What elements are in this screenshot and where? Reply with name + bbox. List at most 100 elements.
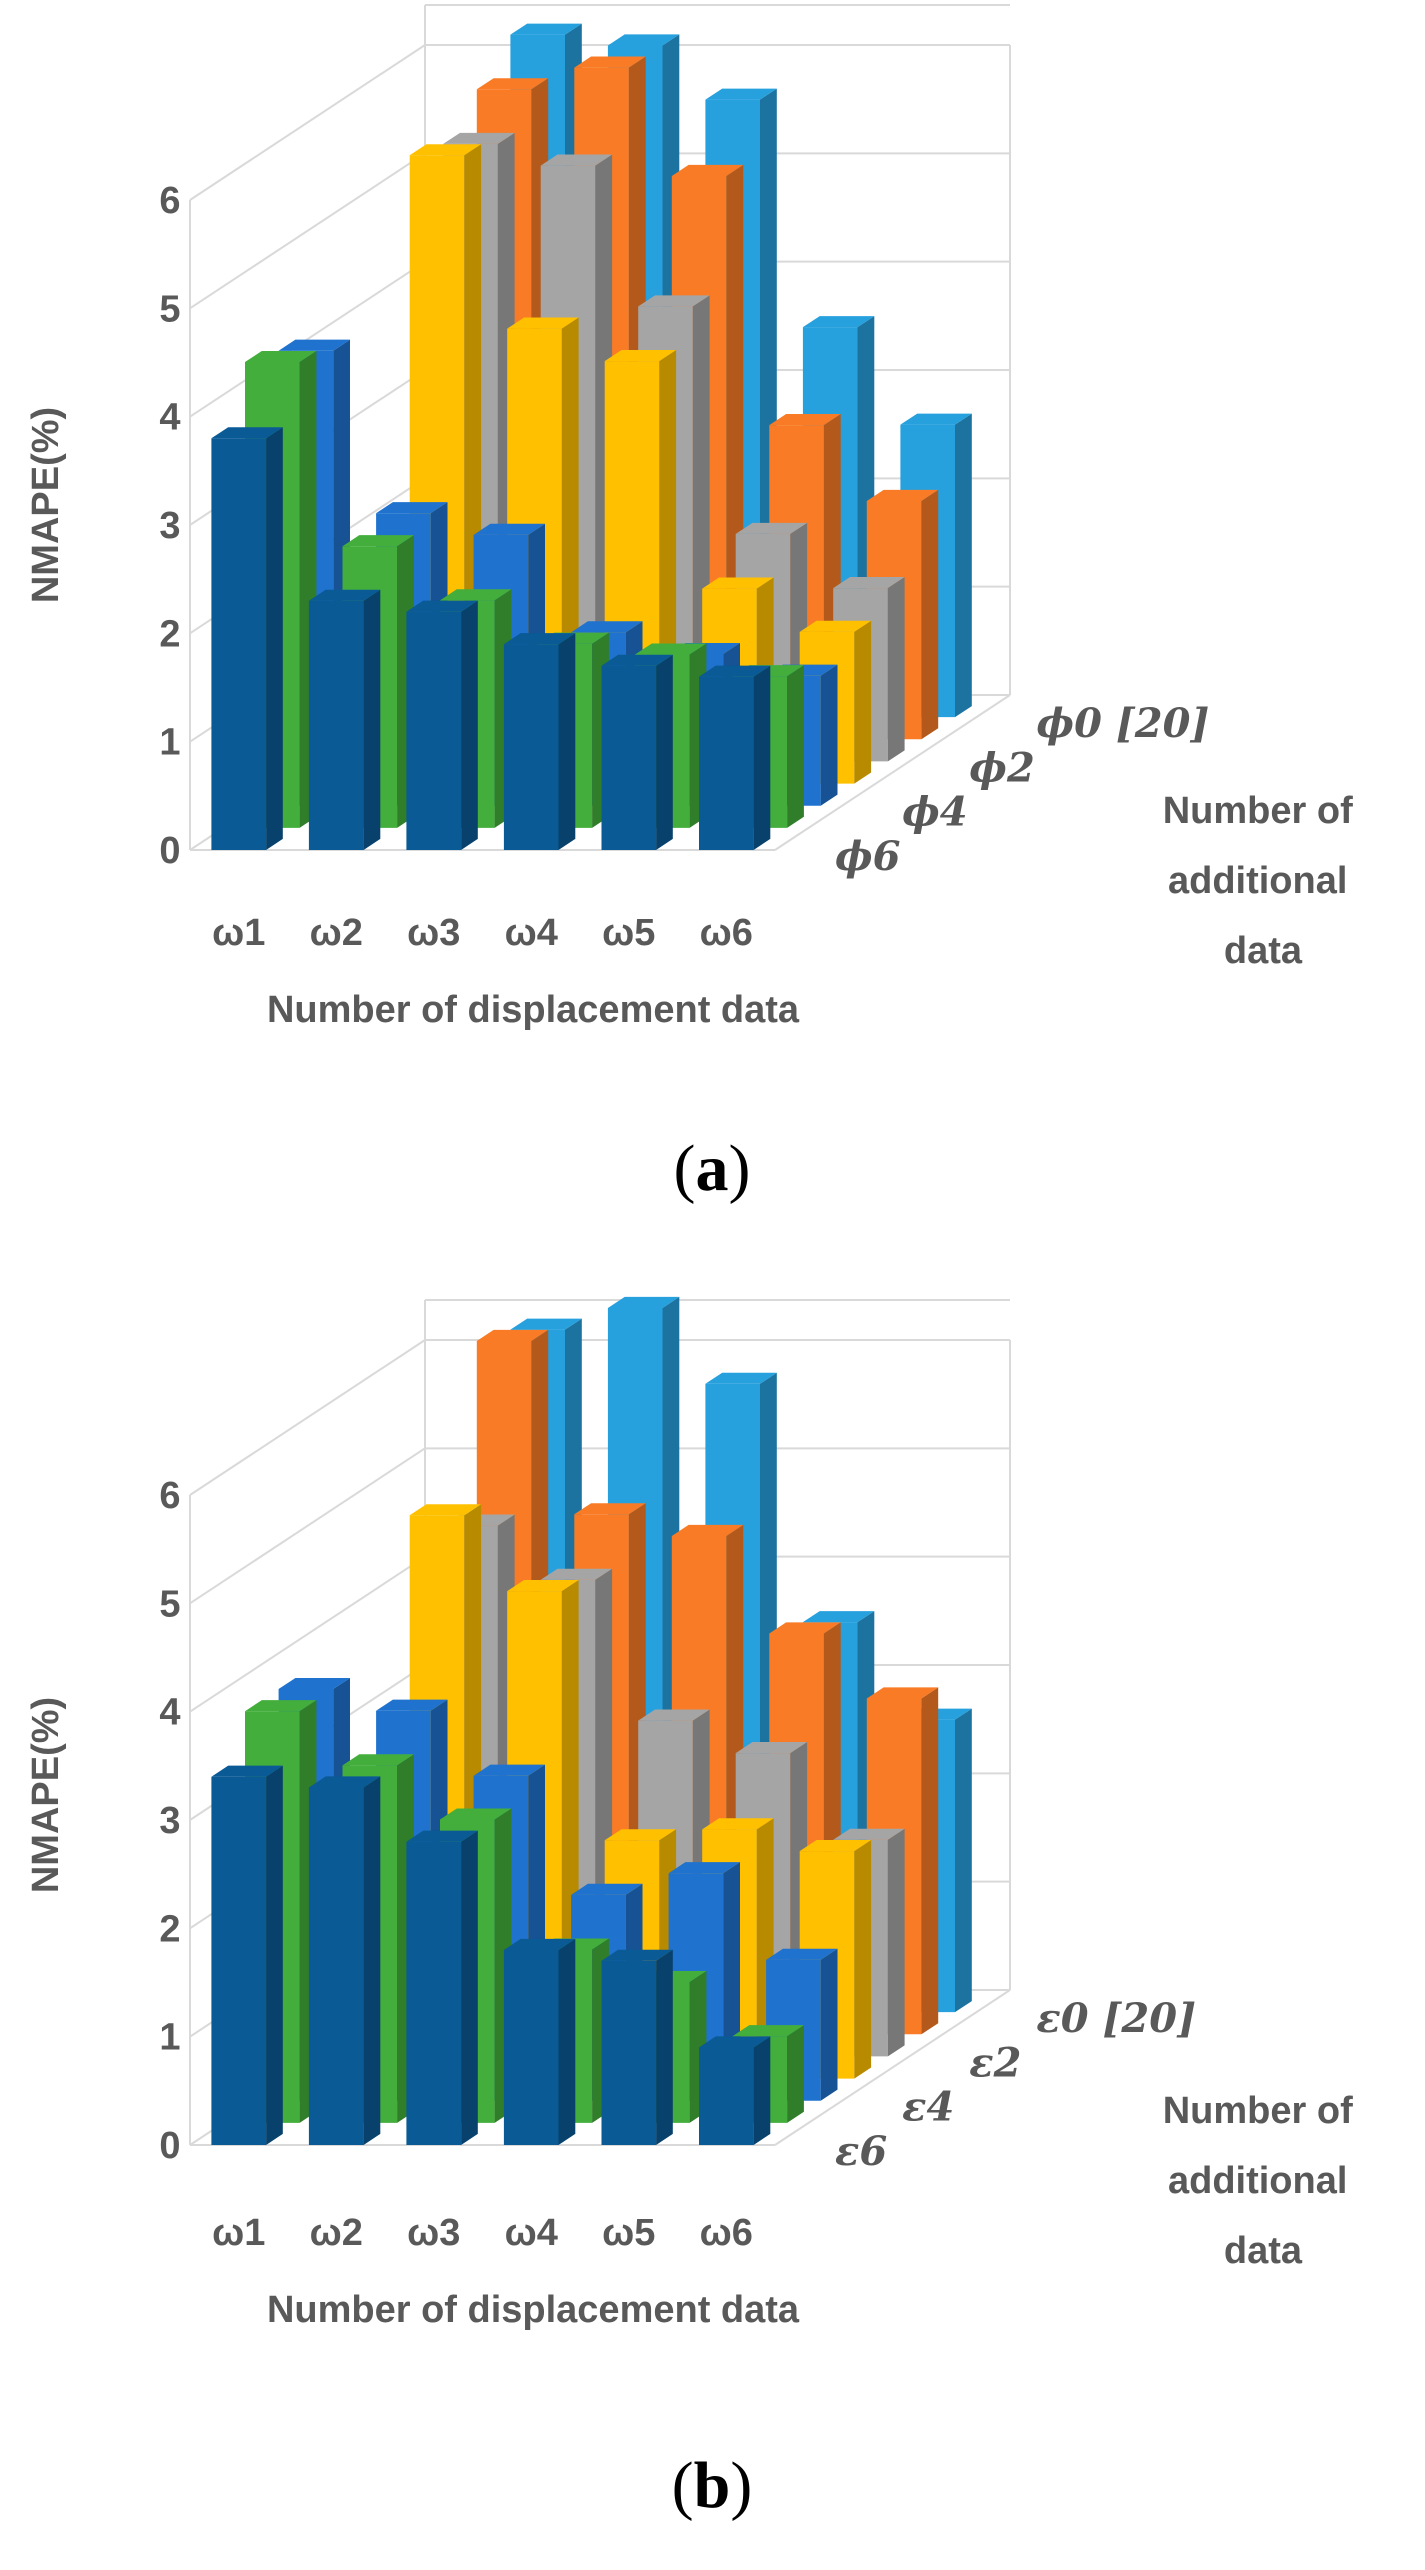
bar-top-face (473, 523, 545, 535)
bar-top-face (705, 88, 777, 100)
bar-top-face (211, 1765, 283, 1777)
chart-b-xtick-ω2: ω2 (310, 2212, 363, 2254)
chart-a-floor-right (774, 694, 1011, 851)
chart-a-xtick-ω5: ω5 (602, 912, 655, 954)
bar-side-face (753, 665, 771, 850)
chart-a-ytick-6: 6 (159, 180, 180, 222)
chart-a-bar-ϕ6-ω6 (699, 665, 771, 850)
chart-b-ytick-4: 4 (159, 1692, 180, 1734)
bar-top-face (440, 589, 512, 601)
bar-top-face (278, 1678, 350, 1689)
bar-side-face (656, 654, 673, 850)
bar-top-face (732, 2025, 804, 2037)
bar-top-face (702, 577, 774, 589)
bar-side-face (787, 665, 804, 828)
bar-top-face (833, 1828, 905, 1840)
bar-top-face (671, 1524, 744, 1536)
chart-b-xtick-ω6: ω6 (700, 2212, 753, 2254)
chart-b-floor-right (774, 1989, 1011, 2146)
bar-top-face (766, 1948, 838, 1960)
chart-b-bars (211, 1296, 972, 2145)
chart-a-ytick-5: 5 (159, 288, 180, 330)
chart-a-depth-label-6: ϕ6 (835, 833, 901, 880)
bar-front-face (406, 611, 462, 850)
chart-a-gridline-side-4 (189, 260, 426, 418)
bar-side-face (955, 1708, 972, 2013)
bar-front-face (601, 1960, 657, 2145)
bar-top-face (638, 295, 710, 307)
bar-side-face (266, 1765, 283, 2145)
bar-side-face (461, 1830, 478, 2145)
chart-b-depth-title-line-3: data (1224, 2230, 1303, 2272)
bar-top-face (900, 413, 972, 425)
bar-top-face (769, 414, 841, 426)
chart-b-depth-title-line-1: Number of (1163, 2090, 1353, 2132)
bar-top-face (702, 1818, 774, 1830)
bar-top-face (476, 78, 549, 90)
chart-a-bar-ϕ6-ω3 (406, 600, 478, 850)
chart-a-depth-label-0: ϕ0 [20] (1036, 700, 1209, 747)
chart-b-xticks: ω1 ω2 ω3 ω4 ω5 ω6 (212, 2212, 753, 2254)
bar-top-face (245, 351, 317, 362)
bar-top-face (211, 427, 283, 439)
chart-b-ytick-5: 5 (159, 1583, 180, 1625)
bar-side-face (887, 577, 905, 762)
bar-top-face (607, 34, 680, 46)
bar-side-face (558, 1938, 576, 2145)
bar-side-face (921, 1687, 939, 2035)
bar-top-face (503, 633, 576, 645)
bar-front-face (699, 2047, 754, 2145)
bar-top-face (699, 2036, 771, 2048)
bar-top-face (540, 1568, 613, 1580)
chart-panel-a: 0 1 2 3 4 5 6 NMAPE(%) ω1 ω2 ω3 ω4 ω5 ω6 Number of … (25, 4, 1353, 1205)
bar-side-face (787, 2025, 804, 2123)
chart-b-bar-ε6-ω6 (699, 2036, 771, 2145)
chart-b-bar-ε6-ω1 (211, 1765, 283, 2145)
chart-a-xtick-ω2: ω2 (310, 912, 363, 954)
chart-a-depth-label-2: ϕ2 (969, 744, 1034, 791)
chart-b-yticks: 0 1 2 3 4 5 6 (159, 1475, 180, 2167)
bar-top-face (671, 164, 744, 176)
bar-top-face (510, 23, 582, 35)
bar-side-face (266, 427, 283, 850)
bar-top-face (635, 643, 707, 655)
chart-a-ytick-0: 0 (159, 830, 180, 872)
chart-b-ytick-0: 0 (159, 2125, 180, 2167)
chart-b-depth-title: Number of additional data (1163, 2090, 1364, 2272)
bar-front-face (308, 1787, 364, 2145)
bar-top-face (601, 654, 673, 666)
chart-b-xtick-ω3: ω3 (407, 2212, 460, 2254)
bar-side-face (558, 633, 576, 850)
chart-b-ytick-2: 2 (159, 1908, 180, 1950)
bar-top-face (833, 577, 905, 589)
chart-a-depth-title-line-3: data (1224, 930, 1303, 972)
bar-top-face (866, 489, 939, 501)
chart-b-xtick-ω1: ω1 (212, 2212, 265, 2254)
chart-b-bar-ε6-ω3 (406, 1830, 478, 2145)
bar-top-face (278, 339, 350, 351)
bar-top-face (409, 1504, 482, 1516)
bar-top-face (604, 1829, 677, 1841)
bar-front-face (503, 1950, 559, 2145)
chart-a-caption: (a) (674, 1132, 751, 1205)
bar-top-face (574, 56, 646, 68)
chart-b-gridline-side-4 (189, 1555, 426, 1713)
chart-b-ytick-3: 3 (159, 1800, 180, 1842)
bar-top-face (601, 1949, 673, 1961)
bar-top-face (443, 132, 515, 144)
chart-b-ytick-1: 1 (159, 2017, 180, 2059)
chart-b-ylabel: NMAPE(%) (25, 1697, 67, 1893)
bar-side-face (887, 1828, 905, 2057)
chart-b-caption: (b) (672, 2449, 753, 2522)
bar-side-face (753, 2036, 771, 2145)
chart-a-bar-ϕ6-ω2 (308, 589, 381, 850)
bar-front-face (601, 665, 657, 850)
chart-a-yticks: 0 1 2 3 4 5 6 (159, 180, 180, 872)
chart-b: 0 1 2 3 4 5 6 NMAPE(%) ω1 ω2 ω3 ω4 ω5 ω6 Number of … (25, 1296, 1364, 2522)
chart-b-depth-ticks: ε0 [20] ε2 ε4 ε6 (835, 1995, 1196, 2175)
bar-top-face (571, 1883, 643, 1895)
bar-top-face (705, 1372, 777, 1384)
chart-b-gridline-side-6 (189, 1339, 426, 1496)
bar-side-face (363, 589, 381, 850)
